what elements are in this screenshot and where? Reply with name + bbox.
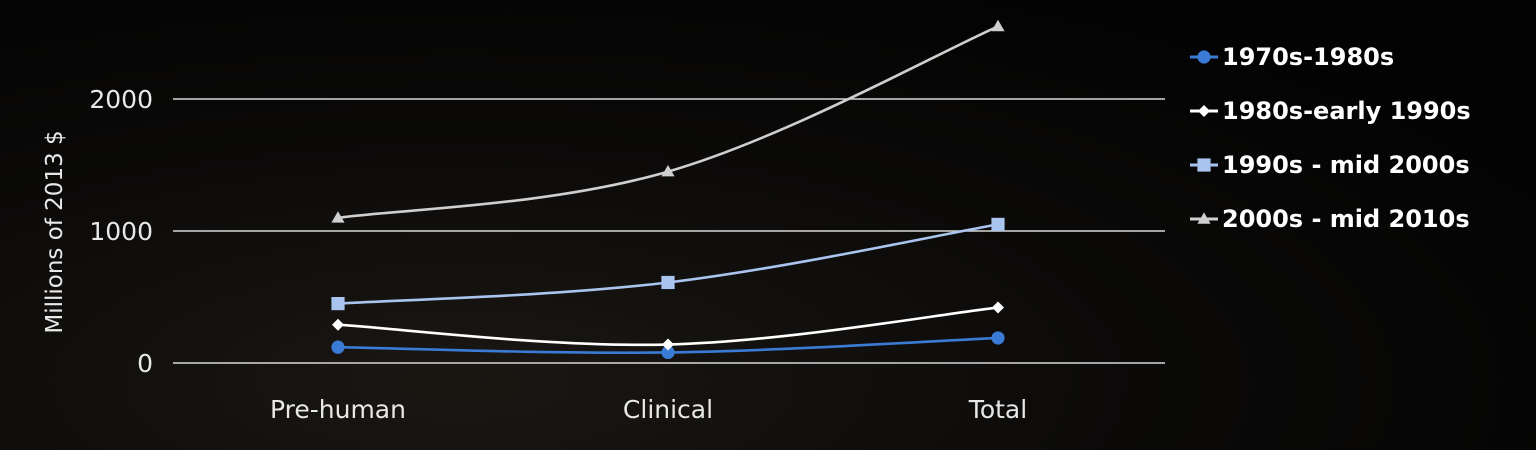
legend-marker <box>1197 212 1211 224</box>
legend-marker <box>1197 50 1211 64</box>
series-line <box>337 25 999 220</box>
x-tick-label: Pre-human <box>270 395 406 424</box>
legend-item-series-3[interactable]: 1990s - mid 2000s <box>1188 140 1471 190</box>
data-point[interactable] <box>331 211 345 223</box>
y-tick-label: 2000 <box>89 85 153 114</box>
series-1 <box>331 331 1005 360</box>
data-point[interactable] <box>991 19 1005 32</box>
legend: 1970s-1980s 1980s-early 1990s 1990s - mi… <box>1188 32 1471 244</box>
legend-item-series-2[interactable]: 1980s-early 1990s <box>1188 86 1471 136</box>
data-point[interactable] <box>661 345 675 360</box>
legend-label: 1970s-1980s <box>1222 43 1395 71</box>
y-axis-title: Millions of 2013 $ <box>42 130 68 333</box>
series-3 <box>331 217 1005 311</box>
series-2 <box>332 301 1004 351</box>
data-point[interactable] <box>331 340 345 354</box>
legend-item-series-4[interactable]: 2000s - mid 2010s <box>1188 194 1471 244</box>
data-point[interactable] <box>992 301 1004 314</box>
series-4 <box>331 19 1005 223</box>
x-tick-label: Total <box>968 395 1027 424</box>
y-tick-labels: 0 1000 2000 <box>89 85 153 378</box>
gridlines <box>173 98 1165 364</box>
legend-marker <box>1197 158 1211 172</box>
legend-label: 1990s - mid 2000s <box>1222 151 1470 179</box>
series-line <box>337 223 999 305</box>
legend-marker-icon <box>1190 158 1218 172</box>
y-tick-label: 0 <box>137 349 153 378</box>
legend-marker-icon <box>1190 212 1218 224</box>
data-point[interactable] <box>661 165 675 177</box>
data-point[interactable] <box>332 318 344 331</box>
data-point[interactable] <box>331 297 345 311</box>
legend-item-series-1[interactable]: 1970s-1980s <box>1188 32 1471 82</box>
x-tick-labels: Pre-human Clinical Total <box>270 395 1027 424</box>
series-layer <box>331 19 1005 360</box>
legend-label: 2000s - mid 2010s <box>1222 205 1470 233</box>
data-point[interactable] <box>662 338 674 351</box>
data-point[interactable] <box>991 217 1005 231</box>
data-point[interactable] <box>991 331 1005 345</box>
y-tick-label: 1000 <box>89 217 153 246</box>
legend-marker <box>1198 105 1210 117</box>
x-tick-label: Clinical <box>623 395 713 424</box>
data-point[interactable] <box>661 275 675 290</box>
legend-marker-icon <box>1190 50 1218 64</box>
legend-label: 1980s-early 1990s <box>1222 97 1471 125</box>
legend-marker-icon <box>1190 105 1218 117</box>
